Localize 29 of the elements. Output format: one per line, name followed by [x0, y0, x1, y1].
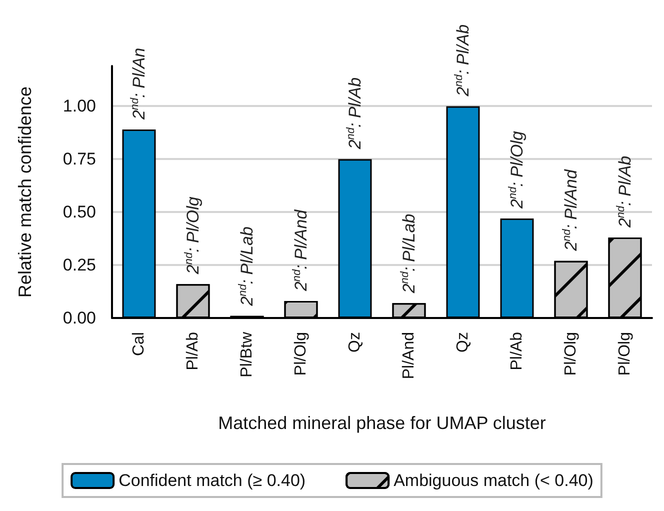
annotation: 2nd: Pl/Olg: [507, 130, 526, 210]
x-axis-title: Matched mineral phase for UMAP cluster: [218, 413, 546, 433]
legend-label: Ambiguous match (< 0.40): [394, 471, 594, 490]
y-tick-label: 0.50: [62, 202, 96, 222]
x-tick-label: Qz: [454, 332, 472, 352]
x-tick-label: Pl/Olg: [292, 332, 310, 376]
x-tick-label: Pl/Ab: [508, 332, 526, 370]
annotation: 2nd: Pl/Ab: [453, 24, 472, 98]
annotation: 2nd: Pl/Ab: [615, 156, 634, 229]
x-tick-label: Pl/Olg: [616, 332, 634, 376]
annotation: 2nd: Pl/Ab: [345, 77, 364, 150]
y-tick-label: 0.00: [62, 308, 96, 328]
x-tick-label: Pl/Btw: [238, 332, 256, 378]
annotation: 2nd: Pl/Lab: [237, 226, 256, 307]
x-tick-label: Cal: [130, 332, 148, 356]
legend-label: Confident match (≥ 0.40): [118, 471, 306, 490]
annotation: 2nd: Pl/And: [561, 169, 580, 252]
x-tick-label: Pl/And: [400, 332, 418, 380]
x-tick-label: Qz: [346, 332, 364, 352]
y-tick-label: 0.75: [62, 150, 96, 169]
x-tick-label: Pl/Ab: [184, 332, 202, 370]
annotation: 2nd: Pl/And: [291, 209, 310, 292]
y-axis-title: Relative match confidence: [15, 86, 35, 298]
x-tick-label: Pl/Olg: [562, 332, 580, 376]
annotation: 2nd: Pl/Olg: [183, 196, 202, 276]
y-tick-label: 1.00: [62, 96, 96, 116]
annotation: 2nd: Pl/Lab: [399, 214, 418, 294]
y-tick-label: 0.25: [62, 256, 96, 275]
annotation: 2nd: Pl/An: [129, 48, 148, 121]
